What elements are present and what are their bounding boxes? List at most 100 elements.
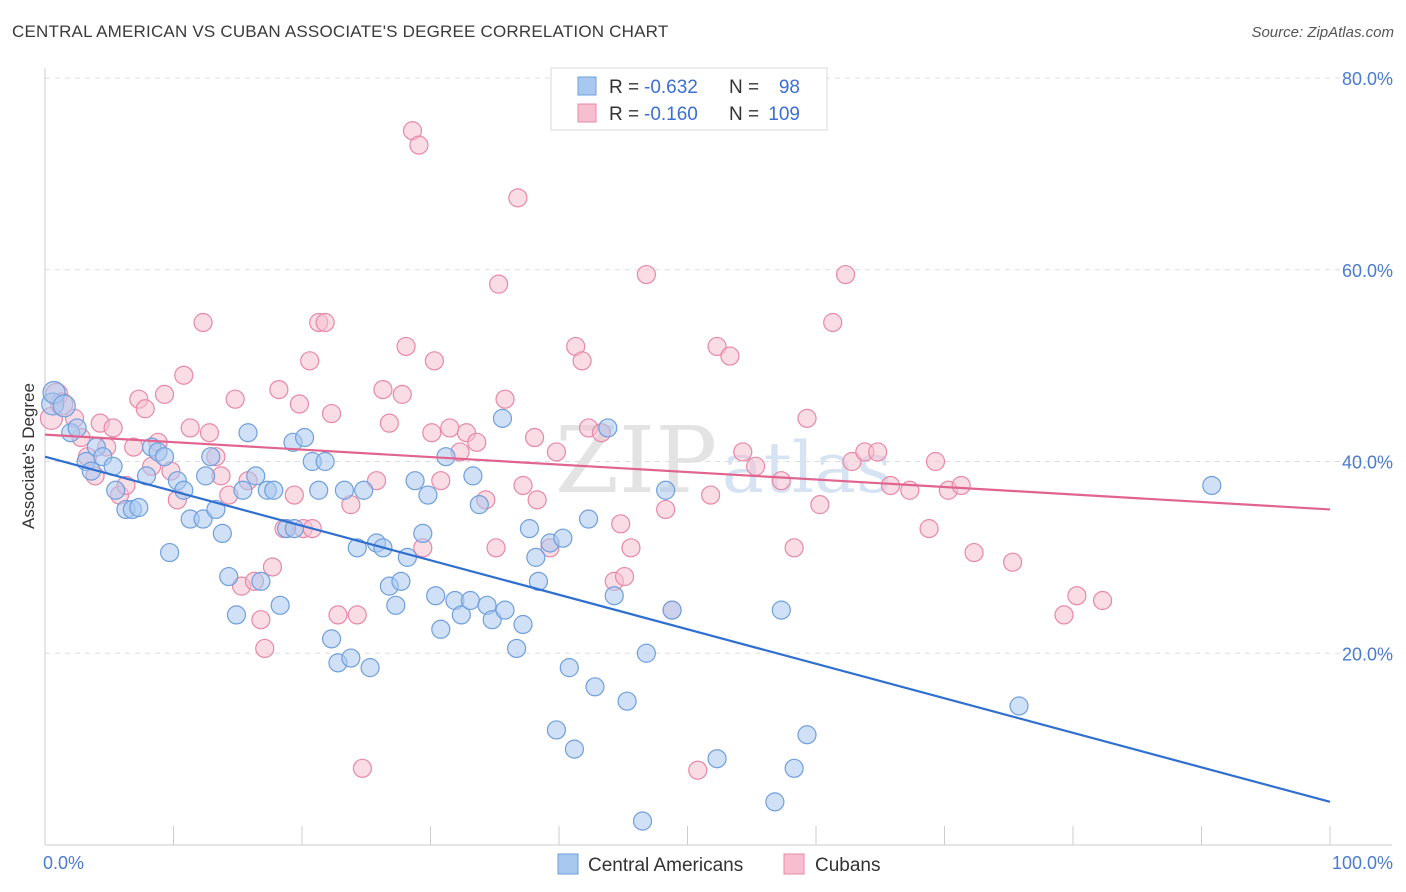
stats-legend-box <box>550 67 828 131</box>
cuban-point-39 <box>300 351 320 371</box>
central-american-point-75 <box>526 547 546 567</box>
cuban-point-9 <box>103 418 123 438</box>
watermark: ZIP atlas <box>555 407 892 514</box>
cuban-point-47 <box>352 758 372 778</box>
central-american-point-10 <box>106 480 126 500</box>
y-tick-label-0: 20.0% <box>1342 644 1393 664</box>
cuban-point-89 <box>746 456 766 476</box>
central-american-point-64 <box>463 466 483 486</box>
central-american-point-59 <box>426 586 446 606</box>
cuban-point-51 <box>392 384 412 404</box>
central-american-point-95 <box>1009 696 1029 716</box>
cuban-point-32 <box>255 638 275 659</box>
central-american-point-31 <box>246 466 266 486</box>
central-american-point-89 <box>662 600 682 620</box>
central-american-point-41 <box>309 480 329 500</box>
central-american-point-91 <box>765 792 785 812</box>
central-american-point-88 <box>656 480 676 500</box>
central-american-point-79 <box>559 658 579 678</box>
x-tick-label-1: 100.0% <box>1332 853 1393 873</box>
trend-lines <box>44 433 1331 803</box>
cuban-point-69 <box>524 427 545 448</box>
central-american-point-58 <box>418 485 438 505</box>
central-american-point-87 <box>636 643 656 663</box>
legend-r-label-blue: R = <box>609 77 639 98</box>
cuban-point-78 <box>611 514 631 534</box>
central-american-point-70 <box>495 600 515 620</box>
cuban-point-33 <box>262 557 283 577</box>
cuban-point-52 <box>396 336 416 357</box>
cuban-point-92 <box>797 408 817 428</box>
central-american-point-18 <box>160 542 180 563</box>
cuban-point-22 <box>193 312 213 333</box>
cuban-point-99 <box>880 475 901 496</box>
cuban-point-108 <box>1067 586 1087 606</box>
cuban-point-70 <box>527 490 547 510</box>
source-credit: Source: ZipAtlas.com <box>1251 24 1394 41</box>
axes <box>44 68 1392 846</box>
y-tick-label-3: 80.0% <box>1342 69 1393 89</box>
central-american-point-13 <box>129 497 149 518</box>
cuban-point-64 <box>486 538 506 558</box>
central-american-point-39 <box>294 427 315 448</box>
cuban-point-74 <box>572 351 592 371</box>
cuban-point-106 <box>1003 552 1023 572</box>
y-axis-title: Associate's Degree <box>19 383 38 529</box>
cuban-point-36 <box>284 485 304 505</box>
cuban-point-50 <box>379 413 399 433</box>
central-american-point-35 <box>270 595 290 615</box>
cuban-point-42 <box>315 312 335 333</box>
cuban-point-23 <box>199 423 220 443</box>
legend-n-value-pink: 109 <box>768 104 800 125</box>
central-american-point-34 <box>264 480 284 500</box>
cuban-point-105 <box>964 542 984 563</box>
x-tick-labels: 0.0% 100.0% <box>43 853 1393 873</box>
cuban-point-49 <box>373 379 393 400</box>
cuban-point-58 <box>431 471 451 491</box>
cuban-point-88 <box>733 442 753 462</box>
cuban-point-96 <box>842 451 862 472</box>
cuban-point-48 <box>366 471 387 491</box>
chart-title: CENTRAL AMERICAN VS CUBAN ASSOCIATE'S DE… <box>12 22 669 41</box>
cuban-point-20 <box>174 365 194 385</box>
central-american-point-90 <box>707 749 727 769</box>
cuban-point-62 <box>467 432 487 452</box>
cuban-point-93 <box>810 495 830 515</box>
series-legend-swatch-blue <box>557 853 579 875</box>
cuban-point-91 <box>784 538 804 558</box>
cuban-point-66 <box>495 389 515 409</box>
central-american-point-93 <box>784 758 804 778</box>
cuban-point-109 <box>1092 590 1113 611</box>
cuban-point-85 <box>701 485 721 505</box>
x-tick-label-0: 0.0% <box>43 853 84 873</box>
cuban-point-59 <box>440 418 460 438</box>
central-american-point-4 <box>67 418 87 438</box>
central-american-point-42 <box>315 451 335 472</box>
series-legend: Central Americans Cubans <box>557 853 881 876</box>
cuban-point-21 <box>180 418 200 438</box>
cuban-point-104 <box>951 475 971 496</box>
central-american-point-54 <box>391 571 411 591</box>
gridlines <box>45 77 1392 654</box>
cuban-point-67 <box>508 188 528 208</box>
cuban-point-72 <box>546 442 567 462</box>
y-tick-labels: 20.0% 40.0% 60.0% 80.0% <box>1342 69 1393 664</box>
central-american-point-63 <box>451 605 471 625</box>
cuban-point-107 <box>1054 605 1074 625</box>
central-american-point-30 <box>238 423 258 443</box>
central-american-point-65 <box>460 590 480 611</box>
cuban-point-54 <box>409 135 429 155</box>
cuban-point-81 <box>636 264 656 285</box>
central-american-point-17 <box>154 447 175 467</box>
central-american-point-77 <box>546 720 567 740</box>
cuban-point-31 <box>251 610 271 630</box>
central-american-point-81 <box>578 509 599 529</box>
cuban-point-37 <box>289 394 310 414</box>
central-american-point-66 <box>469 495 489 515</box>
series-legend-swatch-pink <box>783 853 805 875</box>
central-american-point-56 <box>405 471 425 491</box>
legend-swatch-pink <box>577 103 597 123</box>
cuban-point-44 <box>328 605 348 625</box>
y-tick-label-1: 40.0% <box>1342 453 1393 473</box>
